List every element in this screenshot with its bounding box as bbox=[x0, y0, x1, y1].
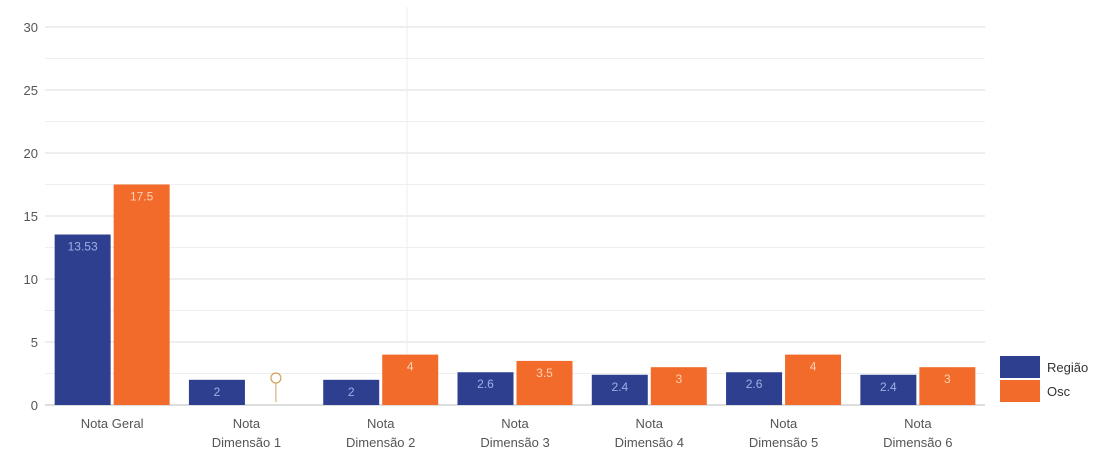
y-tick-label: 20 bbox=[24, 146, 38, 161]
y-tick-label: 15 bbox=[24, 209, 38, 224]
bar-regiao bbox=[726, 372, 783, 405]
x-tick-label: Nota Dimensão 1 bbox=[212, 416, 281, 450]
data-label: 3.5 bbox=[536, 366, 553, 380]
legend-label: Osc bbox=[1047, 384, 1071, 399]
bar-osc bbox=[650, 367, 707, 405]
x-tick-label: Nota Dimensão 6 bbox=[883, 416, 952, 450]
bar-regiao bbox=[188, 379, 245, 405]
y-tick-label: 5 bbox=[31, 335, 38, 350]
data-label: 2.4 bbox=[611, 380, 628, 394]
data-label: 2.6 bbox=[477, 377, 494, 391]
data-label: 13.53 bbox=[68, 240, 98, 254]
bar-osc bbox=[516, 360, 573, 405]
bar-osc bbox=[785, 354, 842, 405]
legend-label: Região bbox=[1047, 360, 1088, 375]
data-label: 4 bbox=[810, 360, 817, 374]
data-label-marker bbox=[270, 372, 282, 384]
data-label: 2.4 bbox=[880, 380, 897, 394]
bar-osc bbox=[382, 354, 439, 405]
y-tick-label: 10 bbox=[24, 272, 38, 287]
data-label: 4 bbox=[407, 360, 414, 374]
data-label: 2.6 bbox=[746, 377, 763, 391]
y-axis: 0 5 10 15 20 25 30 bbox=[24, 20, 38, 413]
data-label: 3 bbox=[944, 372, 951, 386]
data-label: 3 bbox=[675, 372, 682, 386]
x-tick-label: Nota Dimensão 2 bbox=[346, 416, 415, 450]
legend-swatch bbox=[1000, 356, 1040, 378]
bar-regiao bbox=[457, 372, 514, 405]
bar-regiao bbox=[591, 374, 648, 405]
legend-swatch bbox=[1000, 380, 1040, 402]
y-tick-label: 0 bbox=[31, 398, 38, 413]
x-tick-label: Nota Dimensão 3 bbox=[480, 416, 549, 450]
grid-lines bbox=[45, 7, 985, 406]
bar-regiao bbox=[860, 374, 917, 405]
y-tick-label: 25 bbox=[24, 83, 38, 98]
bar-regiao bbox=[54, 234, 111, 405]
data-label: 2 bbox=[348, 385, 355, 399]
legend: Região Osc bbox=[1000, 356, 1088, 402]
x-tick-label: Nota Dimensão 5 bbox=[749, 416, 818, 450]
x-tick-label: Nota Dimensão 4 bbox=[615, 416, 684, 450]
bar-regiao bbox=[323, 379, 380, 405]
x-tick-label: Nota Geral bbox=[81, 416, 144, 431]
x-axis: Nota Geral Nota Dimensão 1 Nota Dimensão 2 No… bbox=[81, 416, 953, 450]
bar-osc bbox=[113, 184, 170, 405]
data-label: 17.5 bbox=[130, 190, 154, 204]
y-tick-label: 30 bbox=[24, 20, 38, 35]
data-label: 2 bbox=[214, 385, 221, 399]
bar-osc bbox=[919, 367, 976, 405]
